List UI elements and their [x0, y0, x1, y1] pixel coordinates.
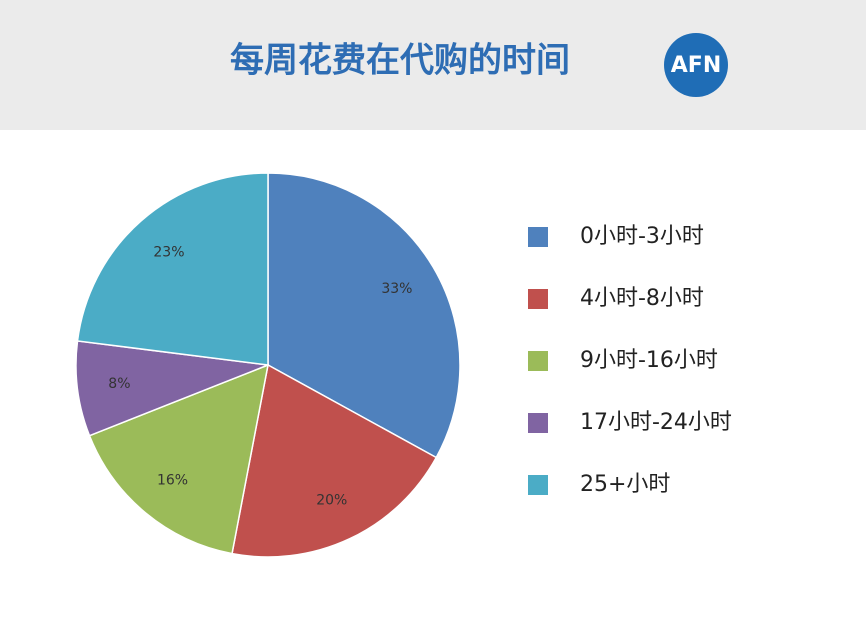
data-label: 8%	[108, 376, 130, 392]
data-label: 16%	[157, 472, 188, 488]
pie-slice	[76, 172, 269, 366]
legend-swatch	[528, 413, 548, 433]
legend-label: 25+小时	[580, 472, 670, 497]
legend-label: 9小时-16小时	[580, 348, 718, 373]
legend-swatch	[528, 289, 548, 309]
legend-swatch	[528, 227, 548, 247]
legend-swatch	[528, 475, 548, 495]
chart-title: 每周花费在代购的时间	[230, 41, 570, 81]
logo-text: AFN	[671, 53, 721, 78]
pie-slice	[88, 363, 269, 555]
legend-label: 0小时-3小时	[580, 224, 704, 249]
pie-slice	[231, 363, 438, 558]
data-label: 33%	[381, 281, 412, 297]
legend-swatch	[528, 351, 548, 371]
data-label: 20%	[316, 493, 347, 509]
pie-slice	[75, 340, 269, 437]
legend-label: 4小时-8小时	[580, 286, 704, 311]
data-label: 23%	[153, 245, 184, 261]
logo-circle	[664, 33, 728, 97]
legend-label: 17小时-24小时	[580, 410, 732, 435]
pie-slice	[267, 172, 461, 459]
